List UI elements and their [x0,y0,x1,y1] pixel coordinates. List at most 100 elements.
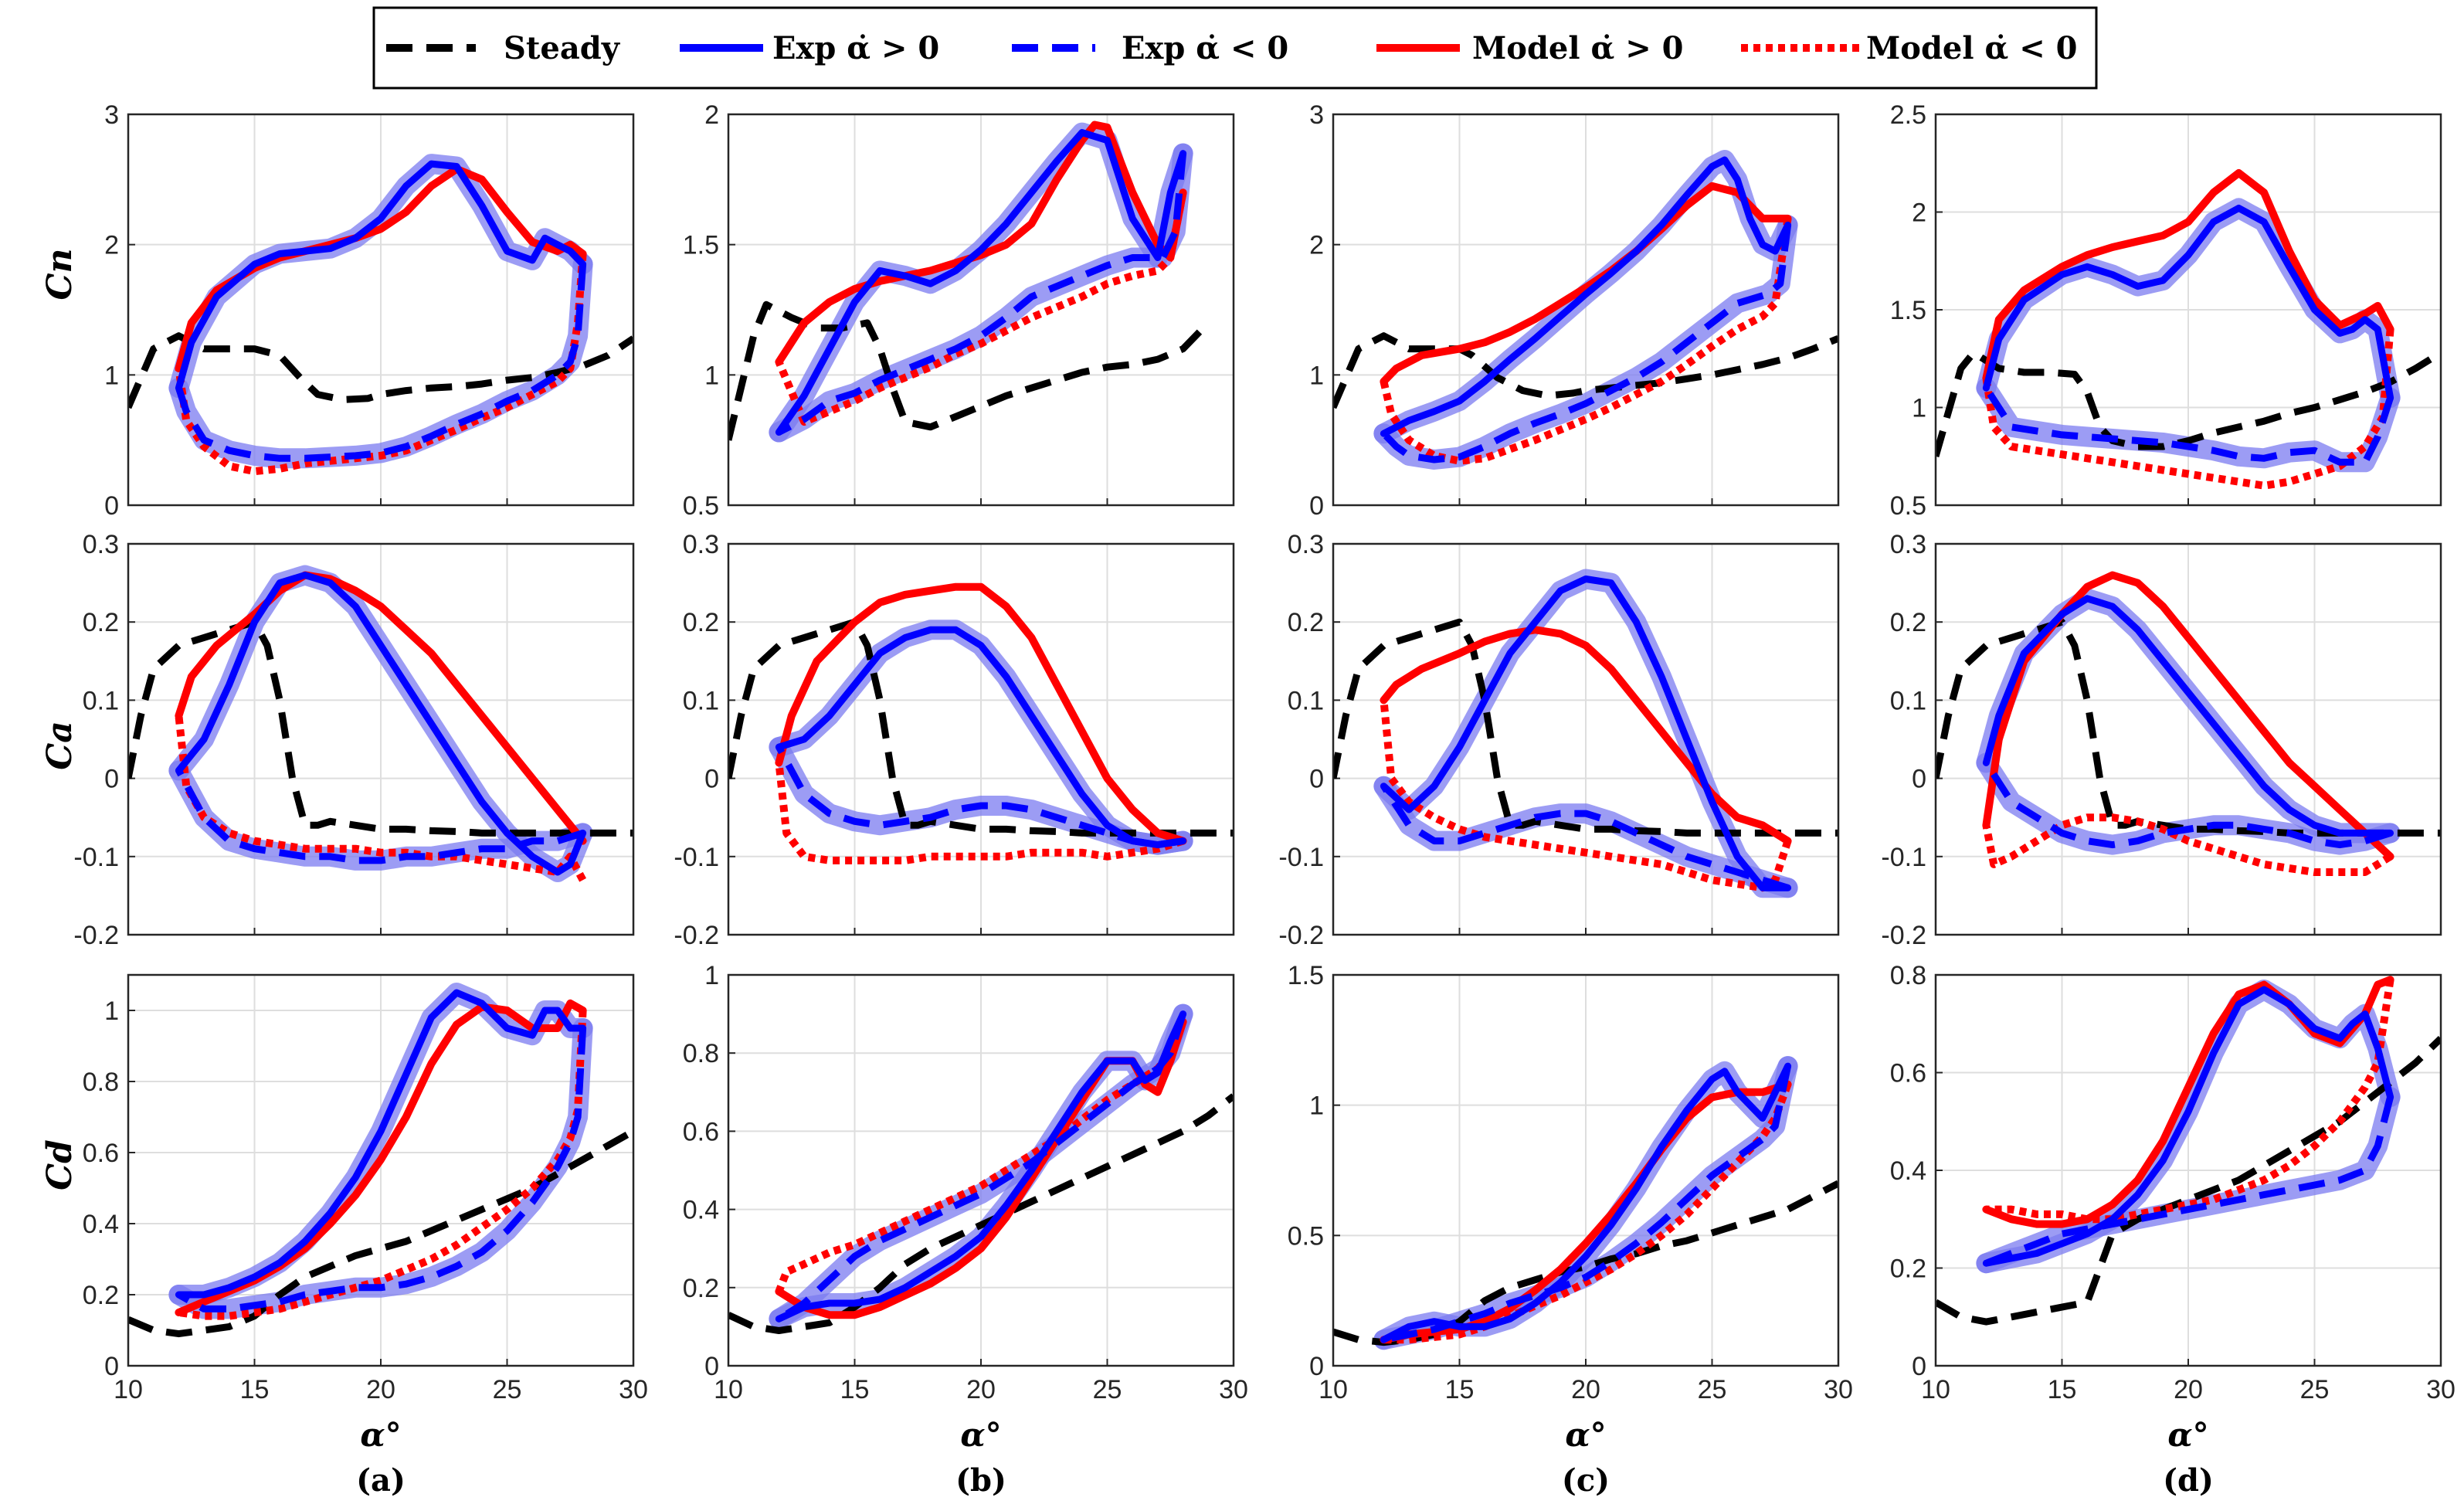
y-tick-label: 0.2 [1288,608,1324,637]
series-line-exp_down [1380,784,1789,891]
series-group [1936,571,2441,876]
y-tick-label: 0.8 [1890,961,1926,990]
y-tick-label: 3 [1309,100,1324,130]
legend-label-model_down: Model α̇ < 0 [1866,30,2077,66]
series-line-exp_down [1983,760,2391,849]
row-label-ca: Ca [40,721,80,770]
y-tick-label: -0.1 [1881,843,1926,872]
axes-frame [1934,542,2442,936]
x-axis-label: α° [360,1416,401,1454]
series-line-exp_up [1982,986,2394,1267]
series-line-model_up [1982,168,2394,382]
y-tick-label: 0.5 [1890,491,1926,521]
series-line-exp_up [1982,204,2394,402]
legend-entry-exp_down: Exp α̇ < 0 [1012,30,1288,66]
row-labels: Cn Ca Cd [40,248,80,1190]
series-line-exp_up [175,160,587,392]
series-group [1936,168,2441,490]
x-axis-label: α° [960,1416,1001,1454]
y-tick-label: 0.2 [83,608,119,637]
x-tick-label: 10 [714,1375,743,1404]
bottom-labels: α° (a) α° (b) α° (c) α° (d) [356,1416,2214,1499]
x-tick-label: 15 [840,1375,870,1404]
series-line-exp_up [775,1010,1187,1323]
panel-ca-2: -0.2 -0.1 0 0.1 0.2 0.3 [674,530,1235,950]
y-tick-label: -0.1 [73,843,119,872]
x-tick-label: 25 [1698,1375,1727,1404]
y-tick-label: 0 [1912,1352,1926,1381]
panel-ca-4: -0.2 -0.1 0 0.1 0.2 0.3 [1881,530,2442,950]
x-tick-label: 15 [1445,1375,1475,1404]
y-tick-label: 0 [704,1352,719,1381]
series-group [128,154,633,476]
y-tick-label: 0 [104,765,119,794]
y-tick-label: 0.2 [683,1274,719,1303]
y-tick-label: 0.3 [83,530,119,559]
y-tick-label: 1 [704,361,719,390]
y-tick-label: 3 [104,100,119,130]
y-tick-label: 0.6 [83,1139,119,1168]
legend-entry-model_up: Model α̇ > 0 [1376,30,1683,66]
y-tick-label: 0.6 [1890,1059,1926,1088]
y-tick-label: 2 [704,100,719,130]
panel-ca-1: -0.2 -0.1 0 0.1 0.2 0.3 [73,530,635,950]
y-tick-label: 2 [1912,199,1926,228]
panel-cn-4: 0.5 1 1.5 2 2.5 [1890,100,2442,521]
y-tick-label: 0.1 [83,686,119,715]
x-tick-label: 10 [114,1375,143,1404]
x-tick-label: 25 [2300,1375,2330,1404]
series-line-exp_up [1380,156,1792,437]
series-line-model_up [1380,1080,1792,1344]
panel-cd-1: 10 15 20 25 30 0 0.2 0.4 0.6 0.8 1 [83,973,648,1404]
series-group [1333,1056,1838,1350]
series-line-exp_down [1983,385,2394,466]
x-tick-label: 20 [1571,1375,1600,1404]
legend-entry-model_down: Model α̇ < 0 [1741,30,2077,66]
axes-frame [127,973,635,1367]
series-line-exp_down [776,745,1184,849]
y-tick-label: 2 [104,231,119,260]
y-tick-label: 0 [704,765,719,794]
series-line-model_up [775,121,1187,366]
x-tick-label: 15 [2048,1375,2077,1404]
y-tick-label: 0.3 [1890,530,1926,559]
series-line-model_up [175,571,587,845]
panels: 01230.511.5201230.511.522.5-0.2-0.100.10… [73,100,2456,1404]
y-tick-label: 0.6 [683,1117,719,1146]
axes-frame [1934,113,2442,507]
y-tick-label: 0 [104,491,119,521]
legend-entry-steady: Steady [386,30,621,66]
series-line-exp_up [175,572,587,876]
x-tick-label: 10 [1921,1375,1950,1404]
y-tick-label: 0.1 [1288,686,1324,715]
y-tick-label: 0.4 [83,1210,119,1239]
series-group [1333,150,1838,470]
series-line-model_down [175,715,587,882]
series-group [128,565,633,882]
row-label-cn: Cn [40,248,80,300]
series-group [728,582,1234,864]
y-tick-label: 1.5 [1890,296,1926,325]
x-tick-label: 30 [1824,1375,1853,1404]
panel-cn-3: 0 1 2 3 [1309,100,1840,521]
series-group [1333,569,1838,898]
y-tick-label: 0 [104,1352,119,1381]
panel-cd-3: 10 15 20 25 30 0 0.5 1 1.5 [1288,961,1853,1404]
legend-label-steady: Steady [504,30,621,66]
series-line-exp_down [1984,1095,2394,1267]
y-tick-label: -0.1 [1278,843,1324,872]
series-line-exp_up [775,626,1187,849]
series-line-steady [1333,1180,1838,1346]
series-line-steady [128,1128,633,1338]
y-tick-label: 1.5 [1288,961,1324,990]
panel-cd-4: 10 15 20 25 30 0 0.2 0.4 0.6 0.8 [1890,961,2456,1404]
axes-frame [727,542,1235,936]
panel-label-b: (b) [955,1462,1006,1499]
axes-frame [1332,113,1840,507]
series-line-model_up [775,582,1187,845]
series-line-exp_down [175,769,584,864]
y-tick-label: 0.4 [683,1196,719,1225]
y-tick-label: 0 [1912,765,1926,794]
y-tick-label: 1 [1309,1092,1324,1121]
